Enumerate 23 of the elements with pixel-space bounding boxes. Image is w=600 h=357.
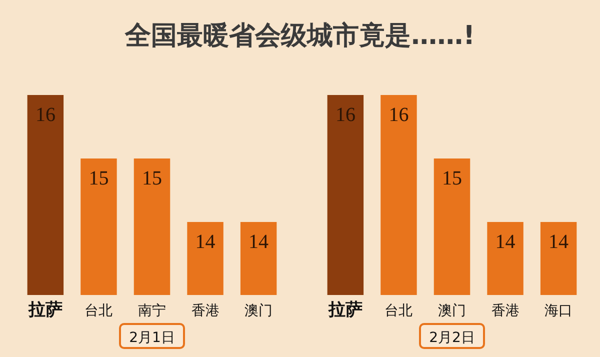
data-label: 15 [142, 167, 162, 190]
data-label: 14 [495, 230, 516, 253]
x-axis-title: 2月1日 [129, 330, 175, 346]
data-label: 14 [248, 230, 269, 253]
data-label: 16 [335, 104, 356, 126]
x-tick-label: 海口 [544, 303, 573, 319]
x-tick-label: 拉萨 [27, 300, 62, 320]
x-tick-label: 香港 [191, 303, 220, 319]
data-label: 15 [442, 167, 462, 190]
data-label: 14 [548, 230, 569, 253]
x-tick-label: 澳门 [438, 303, 466, 319]
x-tick-label: 南宁 [138, 303, 166, 319]
x-axis-title: 2月2日 [429, 330, 475, 346]
x-tick-label: 台北 [384, 303, 413, 319]
x-tick-label: 拉萨 [327, 300, 362, 320]
x-tick-label: 台北 [84, 303, 113, 319]
x-tick-label: 香港 [491, 303, 520, 319]
x-tick-label: 澳门 [244, 303, 273, 319]
data-label: 14 [195, 230, 216, 253]
chart-title: 全国最暖省会级城市竟是……! [124, 21, 475, 51]
data-label: 16 [388, 104, 409, 126]
data-label: 16 [35, 104, 56, 126]
data-label: 15 [88, 167, 109, 190]
